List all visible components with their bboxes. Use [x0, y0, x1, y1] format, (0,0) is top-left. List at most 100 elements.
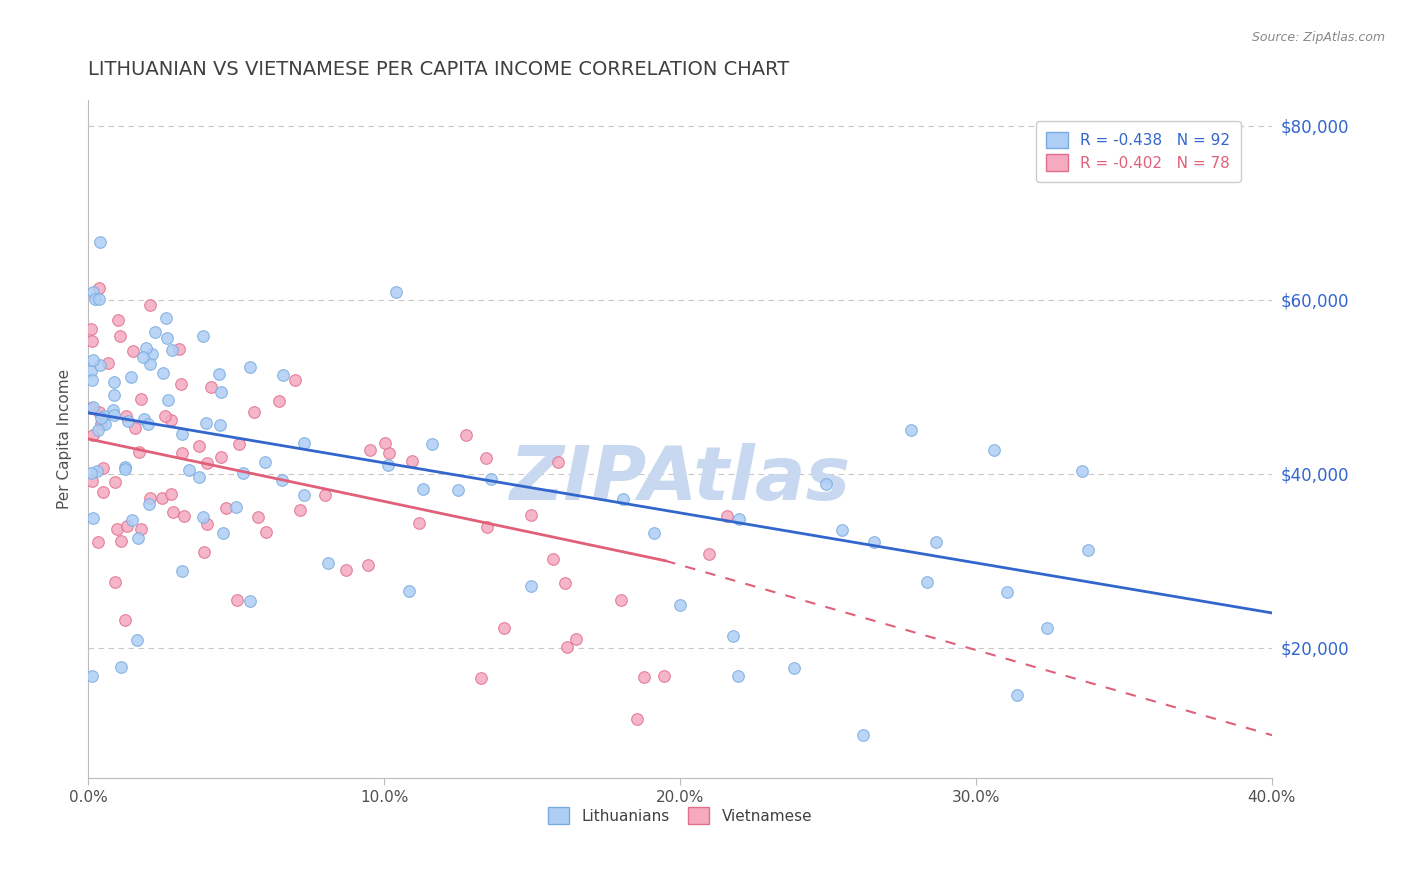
Point	[292, 435, 315, 450]
Point	[114, 409, 136, 424]
Point	[159, 487, 181, 501]
Point	[852, 728, 875, 742]
Point	[290, 503, 312, 517]
Point	[82, 373, 104, 387]
Point	[519, 579, 541, 593]
Point	[271, 473, 294, 487]
Point	[1036, 621, 1059, 635]
Point	[115, 519, 138, 533]
Point	[191, 329, 214, 343]
Point	[925, 535, 948, 549]
Point	[91, 460, 114, 475]
Point	[86, 535, 108, 549]
Point	[284, 373, 307, 387]
Point	[173, 509, 195, 524]
Point	[87, 292, 110, 306]
Point	[114, 613, 136, 627]
Point	[783, 660, 806, 674]
Point	[110, 328, 132, 343]
Point	[456, 427, 478, 442]
Point	[127, 531, 149, 545]
Point	[150, 491, 173, 505]
Point	[479, 472, 502, 486]
Point	[209, 450, 232, 465]
Point	[155, 409, 177, 423]
Point	[292, 488, 315, 502]
Point	[80, 401, 103, 415]
Point	[1076, 543, 1098, 558]
Point	[246, 510, 269, 524]
Point	[139, 358, 162, 372]
Point	[80, 364, 103, 378]
Point	[195, 416, 218, 430]
Point	[374, 436, 396, 450]
Point	[139, 298, 162, 312]
Point	[475, 520, 498, 534]
Point	[412, 482, 434, 496]
Point	[697, 547, 720, 561]
Point	[215, 500, 238, 515]
Point	[162, 506, 184, 520]
Point	[254, 454, 277, 468]
Point	[103, 387, 125, 401]
Point	[131, 350, 153, 364]
Point	[643, 525, 665, 540]
Point	[474, 450, 496, 465]
Point	[167, 343, 190, 357]
Point	[652, 669, 675, 683]
Point	[170, 376, 193, 391]
Point	[208, 417, 231, 432]
Point	[105, 522, 128, 536]
Point	[82, 353, 104, 368]
Point	[82, 474, 104, 488]
Point	[138, 497, 160, 511]
Legend: Lithuanians, Vietnamese: Lithuanians, Vietnamese	[540, 800, 820, 831]
Point	[103, 375, 125, 389]
Point	[103, 408, 125, 422]
Point	[721, 629, 744, 643]
Point	[101, 402, 124, 417]
Point	[900, 423, 922, 437]
Point	[141, 347, 163, 361]
Point	[110, 660, 132, 674]
Text: LITHUANIAN VS VIETNAMESE PER CAPITA INCOME CORRELATION CHART: LITHUANIAN VS VIETNAMESE PER CAPITA INCO…	[89, 60, 789, 78]
Point	[129, 392, 152, 407]
Point	[90, 417, 112, 431]
Point	[335, 563, 357, 577]
Point	[200, 380, 222, 394]
Point	[401, 454, 423, 468]
Point	[135, 341, 157, 355]
Point	[122, 344, 145, 359]
Point	[156, 331, 179, 345]
Point	[156, 392, 179, 407]
Point	[177, 463, 200, 477]
Point	[610, 592, 633, 607]
Point	[80, 669, 103, 683]
Point	[728, 512, 751, 526]
Point	[80, 322, 103, 336]
Point	[541, 551, 564, 566]
Point	[420, 436, 443, 450]
Point	[97, 356, 120, 370]
Point	[145, 326, 167, 340]
Text: ZIPAtlas: ZIPAtlas	[509, 443, 851, 516]
Point	[91, 485, 114, 500]
Point	[170, 427, 193, 442]
Point	[139, 491, 162, 506]
Point	[633, 670, 655, 684]
Point	[87, 423, 110, 437]
Point	[557, 640, 579, 654]
Point	[232, 467, 254, 481]
Point	[1071, 464, 1094, 478]
Point	[267, 393, 290, 408]
Point	[228, 437, 250, 451]
Point	[470, 672, 492, 686]
Point	[831, 523, 853, 537]
Point	[124, 421, 146, 435]
Point	[520, 508, 543, 522]
Point	[125, 632, 148, 647]
Point	[494, 621, 516, 635]
Point	[172, 446, 194, 460]
Point	[314, 488, 336, 502]
Point	[377, 458, 399, 472]
